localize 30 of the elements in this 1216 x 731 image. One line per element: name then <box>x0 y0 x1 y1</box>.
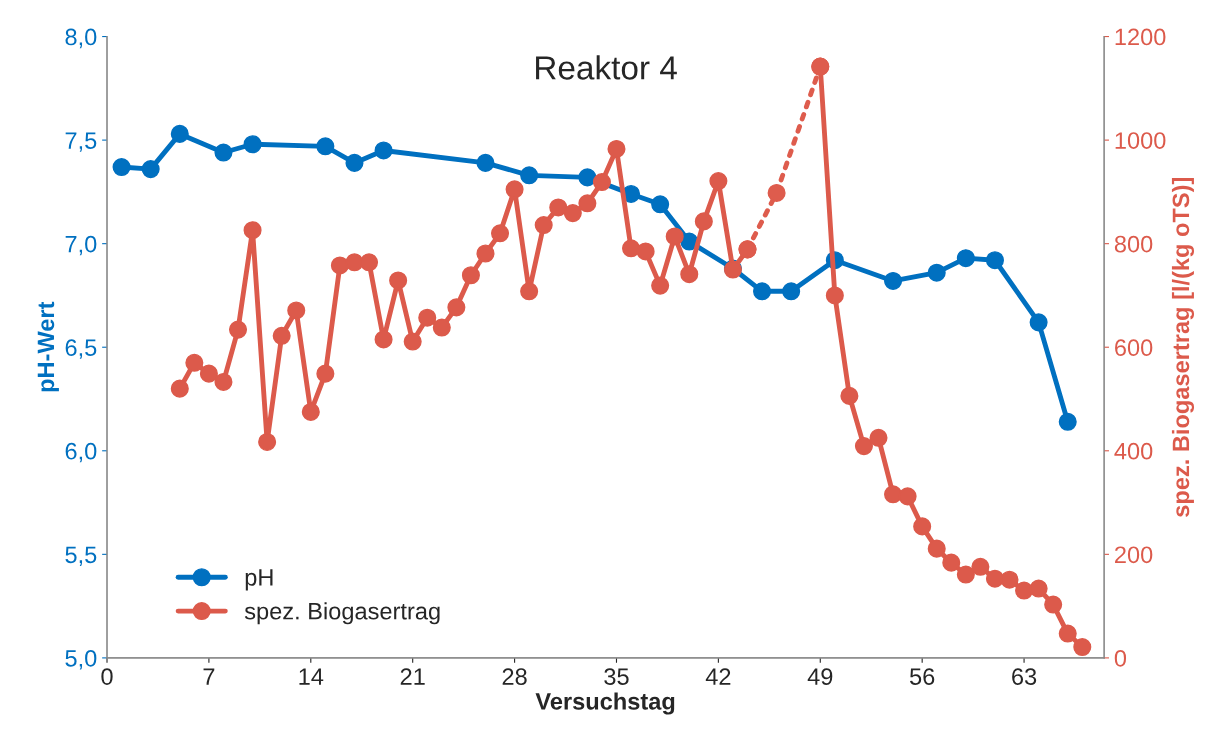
legend-label: spez. Biogasertrag <box>244 602 440 625</box>
y-axis-title: pH-Wert <box>37 301 59 392</box>
y-tick-label: 8,0 <box>65 28 97 49</box>
x-tick-label: 42 <box>705 668 731 685</box>
x-tick-label: 14 <box>299 668 324 685</box>
y2-tick-label: 800 <box>1114 235 1153 253</box>
y-tick-label: 7,5 <box>65 132 97 152</box>
x-tick-label: 35 <box>604 668 629 685</box>
y-tick-label: 6,5 <box>65 339 97 359</box>
y-tick-label: 5,0 <box>65 649 97 670</box>
y2-tick-label: 0 <box>1114 649 1127 667</box>
y2-axis-title: spez. Biogasertrag [l/(kg oTS)] <box>1171 177 1195 517</box>
x-tick-label: 0 <box>101 668 113 685</box>
x-tick-label: 49 <box>807 668 833 685</box>
y-tick-label: 6,0 <box>65 442 97 463</box>
y2-tick-label: 200 <box>1115 546 1153 564</box>
chart-title: Reaktor 4 <box>536 55 677 80</box>
y2-tick-label: 600 <box>1115 339 1153 357</box>
legend-label: pH <box>245 569 273 591</box>
y2-tick-label: 1000 <box>1115 132 1166 149</box>
y2-tick-label: 1200 <box>1115 28 1166 46</box>
x-tick-label: 63 <box>1012 668 1037 685</box>
x-tick-label: 7 <box>203 668 215 685</box>
x-tick-label: 56 <box>909 668 935 685</box>
y-tick-label: 5,5 <box>65 546 97 566</box>
y-tick-label: 7,0 <box>65 235 97 256</box>
x-tick-label: 28 <box>502 668 527 685</box>
x-axis-title: Versuchstag <box>535 692 675 715</box>
y2-tick-label: 400 <box>1114 442 1153 460</box>
x-tick-label: 21 <box>400 668 425 685</box>
